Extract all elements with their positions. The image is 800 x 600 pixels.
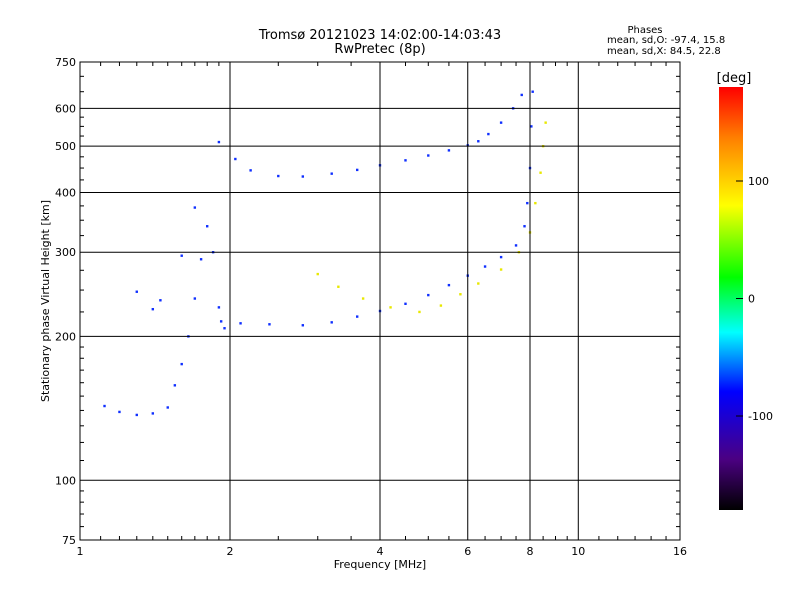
data-point-3-15: [159, 299, 162, 302]
data-point-3-18: [193, 206, 197, 209]
stats-x-line: mean, sd,X: 84.5, 22.8: [607, 46, 721, 57]
x-tick-label-3: 6: [464, 545, 471, 558]
y-tick-label-1: 100: [55, 474, 76, 487]
data-point-3-10: [205, 225, 209, 228]
stats-heading: Phases: [627, 25, 662, 36]
chart-subtitle: RwPretec (8p): [334, 42, 425, 57]
data-point-2-0: [316, 272, 319, 276]
data-point-2-4: [418, 310, 421, 314]
data-point-0-3: [301, 324, 305, 327]
data-point-3-4: [166, 406, 169, 409]
data-point-3-3: [151, 412, 155, 415]
colorbar-tick-label-0: 100: [748, 175, 769, 188]
data-point-2-14: [544, 121, 547, 124]
colorbar-tick-label-1: 0: [748, 293, 755, 306]
y-tick-label-3: 300: [55, 246, 76, 259]
data-point-1-16: [520, 93, 523, 97]
x-tick-label-4: 8: [527, 545, 534, 558]
data-point-0-8: [427, 293, 430, 297]
x-tick-label-1: 2: [227, 545, 234, 558]
data-point-3-12: [217, 306, 221, 309]
data-point-3-5: [173, 384, 177, 387]
data-point-2-2: [361, 297, 365, 300]
data-point-3-8: [193, 297, 197, 300]
y-tick-label-6: 600: [55, 102, 76, 115]
data-point-2-8: [499, 268, 503, 271]
x-axis-label: Frequency [MHz]: [334, 558, 426, 571]
x-tick-label-0: 1: [77, 545, 84, 558]
data-point-0-14: [523, 225, 526, 228]
data-point-3-17: [180, 254, 183, 257]
trace-2: [316, 121, 547, 314]
data-point-3-9: [199, 258, 203, 261]
data-point-1-14: [499, 121, 503, 124]
colorbar-ticks: 100 0 -100: [736, 175, 773, 423]
data-point-2-5: [439, 304, 443, 307]
data-point-0-7: [404, 302, 407, 305]
data-point-1-3: [277, 174, 280, 178]
data-point-3-13: [223, 327, 226, 330]
trace-1: [217, 93, 523, 178]
data-point-0-0: [219, 320, 223, 323]
data-point-2-11: [534, 201, 537, 205]
trace-0: [219, 90, 534, 327]
data-point-1-13: [487, 132, 490, 136]
data-point-0-13: [514, 244, 518, 247]
data-point-3-14: [151, 307, 155, 311]
y-tick-label-2: 200: [55, 330, 76, 343]
plot-frame: [79, 61, 681, 541]
data-point-0-17: [530, 125, 533, 128]
data-point-1-9: [427, 154, 430, 157]
x-tick-label-2: 4: [377, 545, 384, 558]
y-tick-label-5: 500: [55, 140, 76, 153]
data-point-3-1: [118, 410, 121, 414]
data-point-0-18: [531, 90, 534, 93]
data-point-3-0: [103, 404, 106, 408]
plot-area: 1 2 4 6 8 10 16 75 100 200 300 400 500 600 750: [55, 56, 687, 558]
data-point-0-1: [239, 322, 242, 325]
chart-title: Tromsø 20121023 14:02:00-14:03:43: [258, 28, 501, 43]
data-point-2-3: [389, 306, 392, 309]
data-point-0-9: [447, 283, 451, 287]
data-point-1-0: [217, 140, 221, 144]
y-tick-label-0: 75: [62, 534, 76, 547]
y-tick-label-7: 750: [55, 56, 76, 69]
data-point-0-12: [499, 255, 503, 259]
data-point-2-1: [337, 285, 340, 288]
data-point-1-4: [301, 175, 305, 178]
colorbar-label: [deg]: [717, 71, 752, 86]
stats-o-line: mean, sd,O: -97.4, 15.8: [607, 35, 725, 46]
data-point-0-2: [268, 323, 271, 326]
data-point-0-15: [526, 201, 529, 205]
data-point-0-5: [355, 315, 359, 318]
colorbar-tick-label-2: -100: [748, 410, 773, 423]
data-point-1-10: [447, 149, 451, 152]
data-point-2-12: [539, 171, 542, 174]
data-point-3-2: [135, 413, 138, 417]
data-point-3-6: [180, 362, 183, 366]
data-point-1-5: [330, 172, 333, 175]
x-tick-label-6: 16: [673, 545, 687, 558]
data-point-1-2: [249, 169, 252, 172]
data-point-2-6: [459, 293, 462, 296]
y-tick-label-4: 400: [55, 186, 76, 199]
x-tick-label-5: 10: [571, 545, 585, 558]
y-axis-label: Stationary phase Virtual Height [km]: [39, 200, 52, 402]
data-point-0-4: [330, 321, 333, 324]
data-point-1-12: [477, 140, 480, 143]
data-point-1-1: [234, 157, 237, 161]
data-point-1-6: [355, 168, 359, 172]
data-point-0-11: [483, 265, 487, 268]
trace-3: [103, 206, 226, 417]
data-point-1-8: [404, 159, 407, 162]
data-point-2-7: [477, 282, 480, 285]
data-point-3-16: [135, 290, 138, 293]
